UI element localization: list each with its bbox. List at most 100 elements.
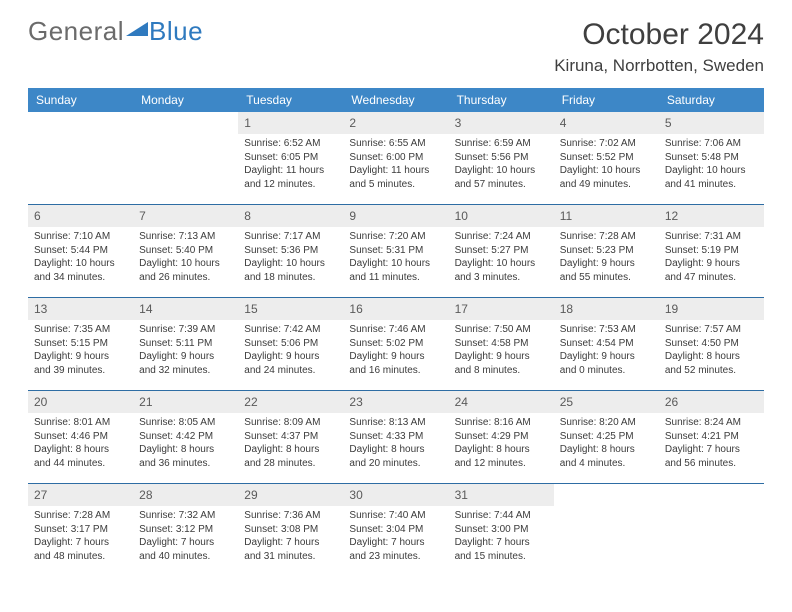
calendar-cell: 25Sunrise: 8:20 AMSunset: 4:25 PMDayligh… (554, 391, 659, 484)
sunset-text: Sunset: 4:58 PM (455, 337, 548, 351)
calendar-cell: 20Sunrise: 8:01 AMSunset: 4:46 PMDayligh… (28, 391, 133, 484)
sunset-text: Sunset: 5:11 PM (139, 337, 232, 351)
day-header: Friday (554, 88, 659, 112)
daylight-text: Daylight: 8 hours and 12 minutes. (455, 443, 548, 470)
daylight-text: Daylight: 10 hours and 41 minutes. (665, 164, 758, 191)
day-number: 13 (28, 298, 133, 320)
calendar-cell: 14 Sunrise: 7:39 AMSunset: 5:11 PMDayligh… (133, 298, 238, 391)
sunrise-text: Sunrise: 7:06 AM (665, 137, 758, 151)
calendar-cell: 11Sunrise: 7:28 AMSunset: 5:23 PMDayligh… (554, 205, 659, 298)
day-number: 16 (343, 298, 448, 320)
daylight-text: Daylight: 7 hours and 40 minutes. (139, 536, 232, 563)
daylight-text: Daylight: 8 hours and 52 minutes. (665, 350, 758, 377)
daylight-text: Daylight: 8 hours and 36 minutes. (139, 443, 232, 470)
calendar-cell: 17Sunrise: 7:50 AMSunset: 4:58 PMDayligh… (449, 298, 554, 391)
day-number: 21 (133, 391, 238, 413)
sunset-text: Sunset: 6:00 PM (349, 151, 442, 165)
sunrise-text: Sunrise: 8:24 AM (665, 416, 758, 430)
sunset-text: Sunset: 4:21 PM (665, 430, 758, 444)
calendar-cell: 31Sunrise: 7:44 AMSunset: 3:00 PMDayligh… (449, 484, 554, 577)
sunset-text: Sunset: 3:17 PM (34, 523, 127, 537)
sunrise-text: Sunrise: 7:40 AM (349, 509, 442, 523)
calendar-cell: 24Sunrise: 8:16 AMSunset: 4:29 PMDayligh… (449, 391, 554, 484)
sunset-text: Sunset: 4:42 PM (139, 430, 232, 444)
sunset-text: Sunset: 4:29 PM (455, 430, 548, 444)
sunrise-text: Sunrise: 7:44 AM (455, 509, 548, 523)
calendar-cell: 28Sunrise: 7:32 AMSunset: 3:12 PMDayligh… (133, 484, 238, 577)
sunset-text: Sunset: 5:27 PM (455, 244, 548, 258)
daylight-text: Daylight: 9 hours and 47 minutes. (665, 257, 758, 284)
calendar-cell: 26 Sunrise: 8:24 AMSunset: 4:21 PMDayligh… (659, 391, 764, 484)
calendar-cell: 13 Sunrise: 7:35 AMSunset: 5:15 PMDayligh… (28, 298, 133, 391)
logo: General Blue (28, 18, 203, 44)
calendar-cell: 10 Sunrise: 7:24 AMSunset: 5:27 PMDayligh… (449, 205, 554, 298)
sunset-text: Sunset: 4:54 PM (560, 337, 653, 351)
sunrise-text: Sunrise: 6:55 AM (349, 137, 442, 151)
logo-text-1: General (28, 18, 124, 44)
sunrise-text: Sunrise: 8:13 AM (349, 416, 442, 430)
day-number: 28 (133, 484, 238, 506)
daylight-text: Daylight: 9 hours and 32 minutes. (139, 350, 232, 377)
sunset-text: Sunset: 5:06 PM (244, 337, 337, 351)
daylight-text: Daylight: 11 hours and 12 minutes. (244, 164, 337, 191)
calendar-cell: 7Sunrise: 7:13 AMSunset: 5:40 PMDaylight… (133, 205, 238, 298)
calendar-table: SundayMondayTuesdayWednesdayThursdayFrid… (28, 88, 764, 576)
calendar-cell: 4Sunrise: 7:02 AMSunset: 5:52 PMDaylight… (554, 112, 659, 205)
calendar-cell (554, 484, 659, 577)
location: Kiruna, Norrbotten, Sweden (554, 56, 764, 76)
sunrise-text: Sunrise: 7:39 AM (139, 323, 232, 337)
daylight-text: Daylight: 10 hours and 11 minutes. (349, 257, 442, 284)
sunset-text: Sunset: 4:46 PM (34, 430, 127, 444)
day-header: Sunday (28, 88, 133, 112)
sunrise-text: Sunrise: 7:42 AM (244, 323, 337, 337)
day-number: 7 (133, 205, 238, 227)
title-block: October 2024 Kiruna, Norrbotten, Sweden (554, 18, 764, 76)
sunrise-text: Sunrise: 8:05 AM (139, 416, 232, 430)
sunrise-text: Sunrise: 7:35 AM (34, 323, 127, 337)
day-number: 18 (554, 298, 659, 320)
sunrise-text: Sunrise: 7:20 AM (349, 230, 442, 244)
sunrise-text: Sunrise: 8:16 AM (455, 416, 548, 430)
sunrise-text: Sunrise: 8:09 AM (244, 416, 337, 430)
daylight-text: Daylight: 10 hours and 26 minutes. (139, 257, 232, 284)
sunset-text: Sunset: 5:02 PM (349, 337, 442, 351)
day-number: 26 (659, 391, 764, 413)
calendar-head: SundayMondayTuesdayWednesdayThursdayFrid… (28, 88, 764, 112)
daylight-text: Daylight: 9 hours and 39 minutes. (34, 350, 127, 377)
day-header: Tuesday (238, 88, 343, 112)
day-number: 4 (554, 112, 659, 134)
day-number: 15 (238, 298, 343, 320)
calendar-row: 13Sunrise: 7:35 AMSunset: 5:15 PMDayligh… (28, 298, 764, 391)
sunset-text: Sunset: 5:56 PM (455, 151, 548, 165)
day-number: 25 (554, 391, 659, 413)
sunset-text: Sunset: 4:37 PM (244, 430, 337, 444)
sunrise-text: Sunrise: 7:28 AM (34, 509, 127, 523)
daylight-text: Daylight: 8 hours and 28 minutes. (244, 443, 337, 470)
sunset-text: Sunset: 5:44 PM (34, 244, 127, 258)
day-number: 31 (449, 484, 554, 506)
day-number: 14 (133, 298, 238, 320)
sunrise-text: Sunrise: 7:46 AM (349, 323, 442, 337)
daylight-text: Daylight: 10 hours and 3 minutes. (455, 257, 548, 284)
calendar-cell: 19Sunrise: 7:57 AMSunset: 4:50 PMDayligh… (659, 298, 764, 391)
daylight-text: Daylight: 7 hours and 23 minutes. (349, 536, 442, 563)
sunset-text: Sunset: 5:36 PM (244, 244, 337, 258)
day-header: Monday (133, 88, 238, 112)
daylight-text: Daylight: 10 hours and 49 minutes. (560, 164, 653, 191)
day-header: Thursday (449, 88, 554, 112)
sunrise-text: Sunrise: 7:13 AM (139, 230, 232, 244)
calendar-cell: 23Sunrise: 8:13 AMSunset: 4:33 PMDayligh… (343, 391, 448, 484)
calendar-cell: 22Sunrise: 8:09 AMSunset: 4:37 PMDayligh… (238, 391, 343, 484)
daylight-text: Daylight: 8 hours and 44 minutes. (34, 443, 127, 470)
day-number: 10 (449, 205, 554, 227)
calendar-cell: 16Sunrise: 7:46 AMSunset: 5:02 PMDayligh… (343, 298, 448, 391)
day-header: Saturday (659, 88, 764, 112)
sunrise-text: Sunrise: 7:24 AM (455, 230, 548, 244)
calendar-cell: 1Sunrise: 6:52 AMSunset: 6:05 PMDaylight… (238, 112, 343, 205)
sunset-text: Sunset: 6:05 PM (244, 151, 337, 165)
logo-text-2: Blue (149, 18, 203, 44)
sunset-text: Sunset: 5:15 PM (34, 337, 127, 351)
daylight-text: Daylight: 7 hours and 56 minutes. (665, 443, 758, 470)
day-number: 8 (238, 205, 343, 227)
daylight-text: Daylight: 7 hours and 31 minutes. (244, 536, 337, 563)
